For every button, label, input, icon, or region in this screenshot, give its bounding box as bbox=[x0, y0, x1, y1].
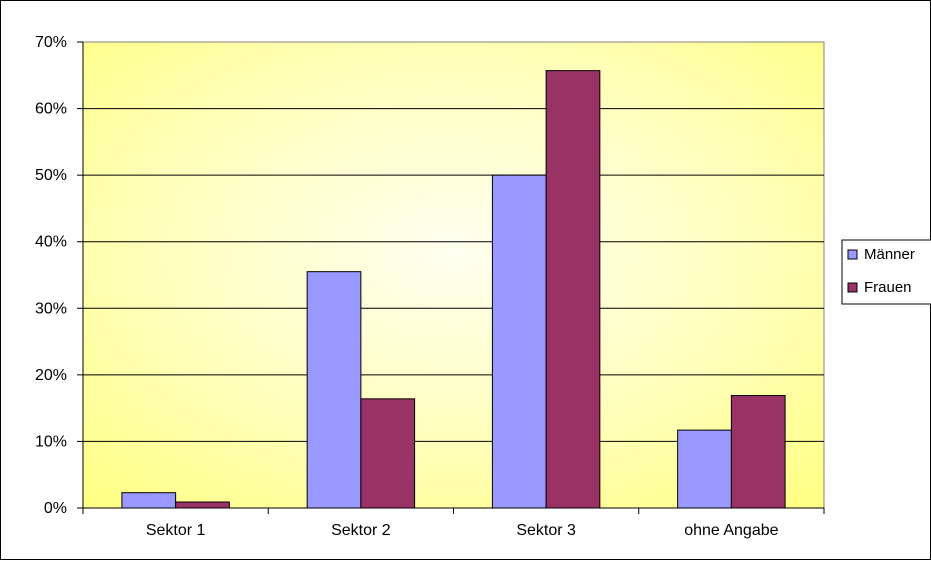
bar-maenner bbox=[677, 429, 732, 509]
legend-box bbox=[841, 239, 931, 305]
y-tick-label: 10% bbox=[35, 433, 67, 450]
legend-label-maenner: Männer bbox=[864, 246, 915, 263]
bar-maenner bbox=[306, 271, 362, 509]
legend-label-frauen: Frauen bbox=[864, 279, 912, 296]
legend-swatch-maenner bbox=[847, 249, 858, 260]
legend: Männer Frauen bbox=[841, 239, 931, 305]
legend-swatch-frauen bbox=[847, 282, 858, 293]
x-tick-label: Sektor 2 bbox=[331, 522, 391, 539]
y-tick-label: 30% bbox=[35, 300, 67, 317]
bars bbox=[121, 70, 786, 509]
y-tick-label: 20% bbox=[35, 367, 67, 384]
bar-frauen bbox=[730, 394, 786, 509]
y-tick-label: 0% bbox=[44, 500, 67, 517]
bar-frauen bbox=[545, 70, 601, 509]
y-tick-label: 60% bbox=[35, 101, 67, 118]
axes: 0% 10% 20% 30% 40% 50% 60% 70% Sektor 1 Sektor 2 S… bbox=[35, 34, 825, 539]
y-tick-label: 40% bbox=[35, 234, 67, 251]
bar-maenner bbox=[121, 492, 177, 509]
y-tick-label: 50% bbox=[35, 167, 67, 184]
x-tick-label: Sektor 3 bbox=[516, 522, 576, 539]
x-tick-label: ohne Angabe bbox=[684, 522, 778, 539]
bar-frauen bbox=[360, 398, 416, 509]
gridlines bbox=[83, 108, 824, 442]
y-tick-label: 70% bbox=[35, 34, 67, 51]
bar-frauen bbox=[175, 501, 230, 509]
x-tick-label: Sektor 1 bbox=[146, 522, 206, 539]
bar-maenner bbox=[491, 174, 547, 509]
